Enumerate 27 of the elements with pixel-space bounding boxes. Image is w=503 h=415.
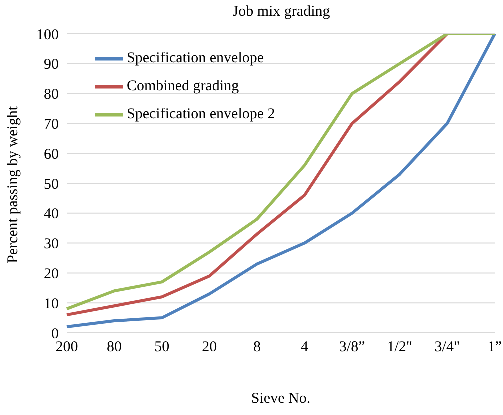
chart-title: Job mix grading (232, 4, 332, 21)
x-tick-label: 8 (253, 340, 261, 356)
y-tick-label: 60 (44, 146, 59, 163)
y-tick-label: 0 (52, 326, 59, 342)
x-tick-label: 3/4" (434, 340, 460, 356)
y-axis-title: Percent passing by weight (5, 106, 22, 264)
legend-label: Specification envelope (127, 50, 264, 66)
x-tick-label: 1/2" (387, 340, 413, 356)
x-tick-label: 1” (488, 340, 502, 356)
x-tick-label: 20 (202, 340, 218, 356)
x-tick-label: 80 (107, 340, 122, 356)
y-tick-label: 90 (44, 57, 59, 74)
y-tick-label: 40 (44, 206, 59, 223)
x-tick-label: 200 (56, 340, 78, 356)
y-tick-label: 80 (44, 87, 59, 104)
y-tick-label: 10 (44, 296, 59, 312)
y-tick-label: 70 (44, 117, 59, 134)
x-tick-label: 4 (301, 340, 310, 356)
legend-label: Combined grading (127, 78, 240, 94)
y-tick-label: 30 (44, 236, 59, 253)
x-axis-title: Sieve No. (251, 391, 311, 407)
y-tick-label: 100 (36, 27, 59, 44)
legend-label: Specification envelope 2 (127, 106, 276, 122)
y-tick-label: 50 (44, 176, 59, 193)
x-tick-label: 50 (154, 340, 170, 356)
x-tick-label: 3/8” (339, 340, 366, 356)
y-tick-label: 20 (44, 266, 59, 283)
